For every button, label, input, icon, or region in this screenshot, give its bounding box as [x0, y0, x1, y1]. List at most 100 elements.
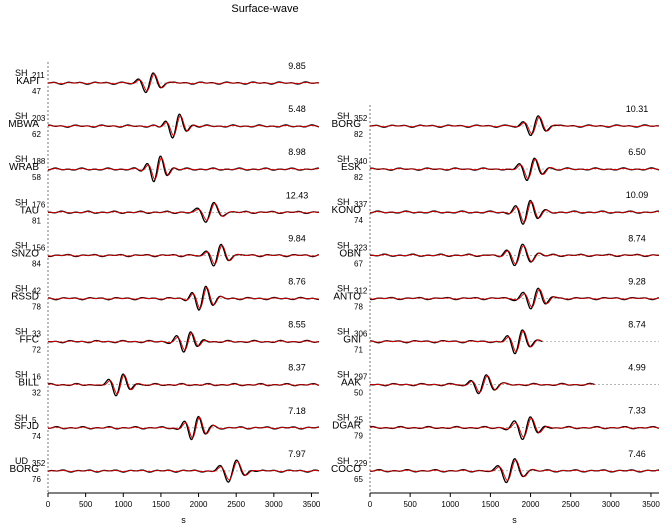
trace-azimuth-label: 176: [32, 200, 46, 209]
x-axis-label: s: [181, 515, 186, 525]
trace-azimuth-label: 352: [32, 459, 46, 468]
trace-amplitude-label: 12.43: [286, 190, 309, 200]
trace-component-label: SH: [15, 68, 28, 78]
x-tick-label: 1500: [152, 500, 170, 509]
trace-station-label: COCO: [331, 464, 361, 475]
x-tick-label: 1500: [482, 500, 500, 509]
trace-component-label: SH: [337, 370, 350, 380]
trace-component-label: SH: [15, 284, 28, 294]
trace-azimuth-label: 229: [354, 459, 368, 468]
synthetic-waveform-borg: [370, 116, 660, 135]
trace-component-label: SH: [337, 327, 350, 337]
trace-station-label: BILL: [18, 378, 39, 389]
trace-distance-label: 82: [354, 130, 363, 139]
trace-distance-label: 71: [354, 346, 363, 355]
trace-azimuth-label: 211: [32, 71, 45, 80]
trace-distance-label: 78: [354, 302, 363, 311]
chart-title: Surface-wave: [231, 3, 298, 15]
synthetic-waveform-bill: [47, 374, 320, 395]
trace-azimuth-label: 203: [32, 114, 46, 123]
trace-component-label: SH: [337, 240, 350, 250]
trace-azimuth-label: 337: [354, 200, 368, 209]
trace-station-label: SFJD: [14, 421, 39, 432]
trace-azimuth-label: 306: [354, 330, 368, 339]
x-tick-label: 3000: [265, 500, 283, 509]
trace-azimuth-label: 33: [32, 330, 41, 339]
trace-distance-label: 78: [32, 303, 41, 312]
trace-amplitude-label: 9.28: [628, 276, 646, 286]
trace-amplitude-label: 6.50: [628, 147, 646, 157]
trace-station-label: GNI: [343, 335, 361, 346]
trace-amplitude-label: 7.33: [628, 406, 646, 416]
trace-amplitude-label: 8.37: [288, 363, 306, 373]
trace-distance-label: 74: [32, 432, 41, 441]
trace-station-label: KAPI: [16, 76, 39, 87]
trace-distance-label: 79: [354, 432, 363, 441]
x-tick-label: 500: [79, 500, 93, 509]
trace-component-label: SH: [15, 197, 28, 207]
x-tick-label: 2500: [562, 500, 580, 509]
trace-amplitude-label: 8.74: [628, 233, 646, 243]
trace-station-label: SNZO: [11, 248, 39, 259]
trace-azimuth-label: 340: [354, 157, 368, 166]
right-panel: 0 500 1000 1500 2000 2500 3000 3500sSHBORG35282…: [331, 104, 660, 525]
x-tick-label: 2000: [190, 500, 208, 509]
trace-distance-label: 81: [32, 216, 41, 225]
trace-azimuth-label: 156: [32, 243, 46, 252]
trace-component-label: SH: [337, 283, 350, 293]
trace-component-label: SH: [15, 370, 28, 380]
trace-amplitude-label: 8.55: [288, 320, 306, 330]
trace-component-label: SH: [337, 111, 350, 121]
trace-distance-label: 72: [32, 346, 41, 355]
synthetic-waveform-ffc: [47, 332, 320, 351]
trace-station-label: MBWA: [8, 119, 39, 130]
trace-amplitude-label: 8.74: [628, 320, 646, 330]
synthetic-waveform-kono: [370, 201, 659, 223]
synthetic-waveform-tau: [48, 202, 319, 221]
trace-station-label: BORG: [10, 464, 40, 475]
trace-amplitude-label: 10.31: [626, 104, 649, 114]
trace-distance-label: 58: [32, 173, 41, 182]
trace-amplitude-label: 4.99: [628, 363, 646, 373]
x-tick-label: 500: [403, 500, 417, 509]
trace-component-label: SH: [15, 154, 28, 164]
trace-distance-label: 65: [354, 475, 363, 484]
x-tick-label: 2000: [522, 500, 540, 509]
trace-component-label: UD: [15, 456, 28, 466]
synthetic-waveform-dgar: [369, 417, 660, 438]
trace-azimuth-label: 25: [354, 416, 363, 425]
trace-amplitude-label: 9.84: [288, 233, 306, 243]
trace-component-label: SH: [15, 240, 28, 250]
trace-distance-label: 47: [32, 87, 41, 96]
trace-distance-label: 62: [32, 130, 41, 139]
synthetic-waveform-mbwa: [48, 115, 320, 136]
trace-distance-label: 50: [354, 389, 363, 398]
synthetic-waveform-gni: [370, 330, 543, 353]
trace-distance-label: 67: [354, 259, 363, 268]
trace-station-label: ANTO: [333, 291, 361, 302]
synthetic-waveform-borg: [47, 461, 320, 481]
synthetic-waveform-rssd: [48, 287, 319, 309]
trace-amplitude-label: 5.48: [288, 104, 306, 114]
trace-amplitude-label: 10.09: [626, 190, 649, 200]
trace-station-label: KONO: [332, 205, 362, 216]
x-tick-label: 2500: [227, 500, 245, 509]
synthetic-waveform-coco: [370, 459, 659, 481]
trace-azimuth-label: 5: [32, 416, 37, 425]
trace-station-label: AAK: [341, 378, 361, 389]
left-panel: 0 500 1000 1500 2000 2500 3000 3500sSHKAPI21147…: [8, 61, 321, 525]
trace-component-label: SH: [15, 111, 28, 121]
trace-component-label: SH: [15, 413, 28, 423]
synthetic-waveform-aak: [369, 375, 595, 393]
trace-station-label: ESK: [341, 162, 361, 173]
trace-station-label: FFC: [20, 335, 39, 346]
trace-amplitude-label: 7.18: [288, 406, 306, 416]
synthetic-waveform-obn: [370, 245, 659, 265]
trace-amplitude-label: 8.98: [288, 147, 306, 157]
trace-distance-label: 32: [32, 389, 41, 398]
trace-component-label: SH: [337, 197, 350, 207]
x-tick-label: 1000: [441, 500, 459, 509]
synthetic-waveform-snzo: [47, 245, 319, 265]
trace-azimuth-label: 352: [354, 114, 368, 123]
